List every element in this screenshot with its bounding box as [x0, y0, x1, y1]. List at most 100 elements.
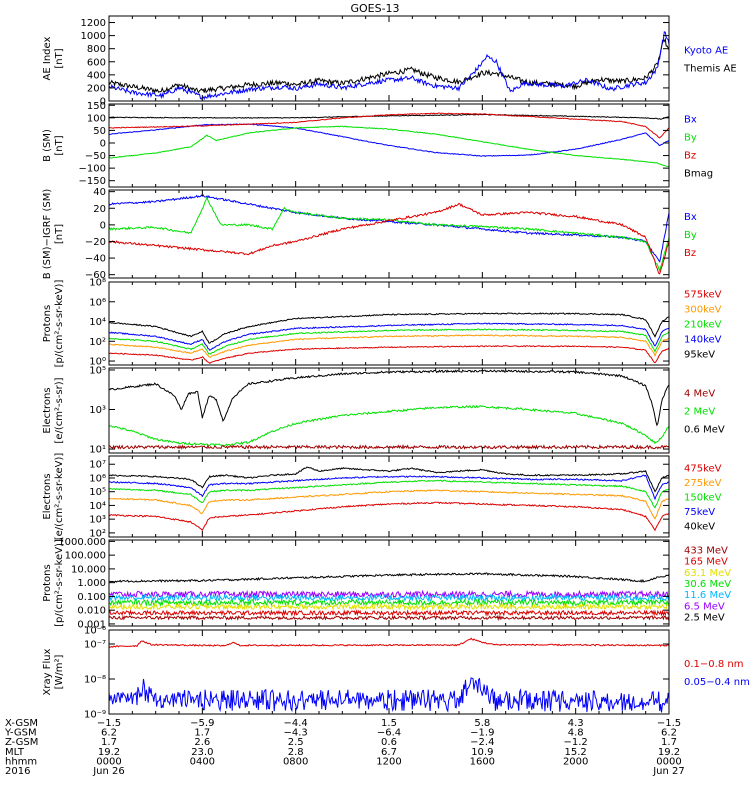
series-bsm-0 [109, 113, 669, 120]
ytick-label: −50 [85, 151, 106, 162]
ytick-label: 10³ [89, 405, 106, 416]
footer-value: 5.8 [474, 718, 490, 729]
footer-value: 19.2 [658, 747, 680, 758]
ytick-label: 100 [87, 113, 106, 124]
ytick-label: 800 [87, 44, 106, 55]
ytick-label: 10² [89, 337, 106, 348]
footer-value: −1.2 [564, 737, 588, 748]
series-xray-1 [109, 677, 669, 713]
footer-row-label: hhmm [5, 756, 37, 767]
ytick-label: 10⁵ [89, 365, 106, 376]
legend-item: 0.1−0.8 nm [684, 659, 743, 670]
legend-item: 2.5 MeV [684, 612, 725, 623]
series-electrons_kev-4 [109, 501, 669, 532]
footer-value: Jun 26 [92, 766, 125, 777]
legend-item: Kyoto AE [684, 46, 728, 57]
footer-value: −4.4 [284, 718, 308, 729]
ylabel: [nT] [54, 48, 65, 68]
footer-value: 1.7 [101, 737, 117, 748]
legend-item: 6.5 MeV [684, 601, 725, 612]
ytick-label: 1200 [81, 18, 106, 29]
ylabel: [p/(cm²-s-sr-keV)] [54, 539, 65, 627]
ytick-label: 100.000 [65, 551, 106, 562]
legend-item: 150keV [684, 493, 722, 504]
series-xray-0 [109, 637, 669, 648]
ytick-label: 1.000 [77, 578, 106, 589]
ytick-label: 200 [87, 83, 106, 94]
ytick-label: 50 [93, 126, 106, 137]
footer-value: 0000 [96, 756, 121, 767]
footer-row-label: X-GSM [5, 718, 38, 729]
footer-value: −4.3 [284, 728, 308, 739]
footer-value: −1.9 [470, 728, 494, 739]
footer-value: 2.6 [194, 737, 210, 748]
series-protons_mev-4 [109, 602, 669, 612]
footer-value: 0000 [656, 756, 681, 767]
ytick-label: −100 [79, 164, 106, 175]
panel-frame [108, 367, 670, 454]
ylabel: Protons [42, 564, 53, 601]
ytick-label: 20 [93, 204, 106, 215]
ylabel: B (SM)−IGRF (SM) [42, 189, 53, 280]
legend-item: By [684, 230, 697, 241]
ytick-label: 10² [89, 528, 106, 539]
footer-value: −1.5 [97, 718, 121, 729]
legend-item: Bx [684, 212, 697, 223]
ylabel: AE Index [42, 36, 53, 80]
series-protons_mev-0 [109, 572, 669, 583]
ylabel: [nT] [54, 224, 65, 244]
footer-value: 4.3 [568, 718, 584, 729]
series-ae-0 [109, 37, 669, 94]
ytick-label: 10⁻⁸ [84, 675, 106, 686]
series-protons_low-1 [109, 322, 669, 351]
footer-row-label: MLT [5, 747, 25, 758]
footer-value: 6.2 [101, 728, 117, 739]
footer-value: 1200 [376, 756, 401, 767]
series-protons_low-2 [109, 328, 669, 355]
ytick-label: 0.010 [77, 606, 106, 617]
footer-value: 1.5 [381, 718, 397, 729]
ytick-label: 400 [87, 70, 106, 81]
legend-item: Bx [684, 115, 697, 126]
footer-row-label: Y-GSM [4, 728, 37, 739]
footer-value: 2.5 [288, 737, 304, 748]
legend-item: 63.1 MeV [684, 568, 731, 579]
ylabel: Xray Flux [42, 648, 53, 695]
series-protons_low-4 [109, 345, 669, 364]
legend-item: 30.6 MeV [684, 579, 731, 590]
legend-item: 140keV [684, 335, 722, 346]
footer-value: 19.2 [98, 747, 120, 758]
ytick-label: −60 [85, 270, 106, 281]
ylabel: [W/m²] [54, 654, 65, 689]
ytick-label: 1000.000 [58, 537, 106, 548]
footer-value: 0400 [190, 756, 215, 767]
legend-item: 75keV [684, 507, 715, 518]
legend-item: Bz [684, 248, 696, 259]
series-bsm-2 [109, 125, 669, 168]
series-protons_low-3 [109, 334, 669, 358]
series-electrons_kev-2 [109, 479, 669, 509]
ytick-label: 10⁰ [89, 357, 106, 368]
ytick-label: 10⁶ [89, 473, 106, 484]
legend-item: Bmag [684, 169, 713, 180]
ytick-label: 10⁻⁶ [84, 626, 106, 637]
footer-value: −2.4 [470, 737, 494, 748]
legend-item: 210keV [684, 320, 722, 331]
legend-item: 433 MeV [684, 546, 728, 557]
series-bigrf-1 [109, 196, 669, 273]
footer-value: −1.5 [657, 718, 681, 729]
ytick-label: 10¹ [89, 445, 106, 456]
footer-value: 4.8 [568, 728, 584, 739]
legend-item: 475keV [684, 463, 722, 474]
footer-row-label: Z-GSM [5, 737, 38, 748]
footer-value: 2.8 [288, 747, 304, 758]
legend-item: 300keV [684, 305, 722, 316]
footer-value: 0800 [283, 756, 308, 767]
panel-protons_low: 10⁸ 10⁶ 10⁴ 10² 10⁰ Protons [p/(cm²-s-sr-keV)]… [42, 278, 722, 368]
ytick-label: 10⁴ [89, 317, 106, 328]
ylabel: [p/(cm²-s-sr-keV)] [54, 280, 65, 368]
ytick-label: −150 [79, 176, 106, 187]
footer-value: 2000 [563, 756, 588, 767]
